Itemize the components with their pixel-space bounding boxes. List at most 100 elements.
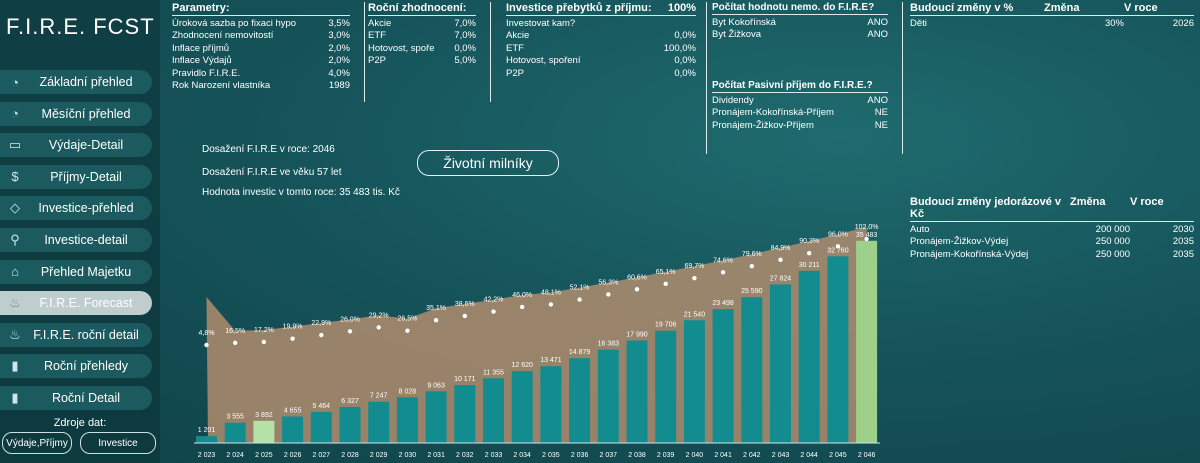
bar-value-label: 6 327 <box>341 398 359 405</box>
table-row: Dividendy ANO <box>712 95 888 107</box>
pct-label: 22,9% <box>311 320 331 327</box>
table-row: Hotovost, spoře 0,0% <box>368 43 476 55</box>
future-pct-col-year: V roce <box>1124 2 1158 14</box>
nav-item-label: Základní přehled <box>39 75 133 89</box>
app-title: F.I.R.E. FCST <box>6 14 155 39</box>
fire-investment-value-text: Hodnota investic v tomto roce: 35 483 ti… <box>202 187 400 198</box>
pct-marker <box>577 297 582 302</box>
table-row: Investovat kam? <box>506 18 696 30</box>
row-label: Pronájem-Žižkov-Výdej <box>910 236 1009 248</box>
bar-value-label: 1 201 <box>198 427 216 434</box>
bar-2037 <box>597 349 619 443</box>
nav-item[interactable]: ♨ F.I.R.E. Forecast <box>0 291 152 316</box>
bar-value-label: 32 760 <box>827 247 849 254</box>
table-row: ETF 7,0% <box>368 30 476 42</box>
nav-item[interactable]: ◇ Investice-přehled <box>0 196 152 221</box>
pct-label: 90,3% <box>799 238 819 245</box>
row-label: ETF <box>506 42 524 54</box>
bar-2030 <box>396 397 418 443</box>
house-icon: ⌂ <box>11 264 19 280</box>
bar-2043 <box>770 284 791 443</box>
row-value: 5,0% <box>454 55 476 67</box>
pie-chart-icon: ◔ <box>11 106 19 122</box>
row-value: 1989 <box>328 79 350 91</box>
source-investments-button[interactable]: Investice <box>80 432 156 454</box>
pct-marker <box>233 340 238 345</box>
nav-item[interactable]: ▭ Výdaje-Detail <box>0 133 152 158</box>
nav-item[interactable]: ⌂ Přehled Majetku <box>0 259 152 284</box>
pct-marker <box>720 270 726 275</box>
year-label: 2 029 <box>370 452 388 459</box>
divider <box>706 2 707 154</box>
pct-marker <box>319 332 324 338</box>
bar-2032 <box>454 385 476 443</box>
year-label: 2 046 <box>858 452 876 459</box>
bar-2025 <box>253 420 275 443</box>
nav-item[interactable]: ◔ Základní přehled <box>0 70 152 94</box>
row-label: Úroková sazba po fixaci hypo <box>172 18 297 29</box>
year-label: 2 031 <box>427 452 445 459</box>
row-change: 200 000 <box>1095 224 1130 235</box>
row-value: 2,0% <box>328 42 350 54</box>
dollar-icon: $ <box>11 169 19 185</box>
future-changes-once-header: Budoucí změny jedorázové v Kč Změna V ro… <box>910 196 1194 222</box>
year-label: 2 040 <box>686 452 704 459</box>
row-year: 2026 <box>1172 18 1194 29</box>
nav-item-label: Investice-detail <box>44 232 128 247</box>
diamond-icon: ◇ <box>10 200 20 216</box>
year-label: 2 042 <box>743 452 761 459</box>
pct-marker <box>347 329 353 334</box>
pct-marker <box>491 309 496 314</box>
pct-marker <box>835 244 841 249</box>
fire-icon: ♨ <box>9 295 21 311</box>
divider <box>902 2 903 154</box>
pct-marker <box>261 339 267 345</box>
nav-item-label: F.I.R.E. roční detail <box>33 327 139 342</box>
year-label: 2 039 <box>657 452 675 459</box>
year-label: 2 025 <box>255 452 273 459</box>
bar-2040 <box>683 320 705 443</box>
life-milestones-button[interactable]: Životní milníky <box>417 150 559 176</box>
nav-item[interactable]: ◔ Měsíční přehled <box>0 101 152 126</box>
row-label: Byt Žižkova <box>712 29 762 41</box>
nav-item[interactable]: ▮ Roční přehledy <box>0 354 152 379</box>
surplus-investment-header: Investice přebytků z příjmu: 100% <box>506 2 696 16</box>
nav-item[interactable]: $ Příjmy-Detail <box>0 164 152 189</box>
nav-item-label: Roční Detail <box>51 390 121 405</box>
bar-2023 <box>196 436 217 443</box>
pct-label: 38,6% <box>455 301 475 308</box>
bar-2042 <box>741 297 763 443</box>
year-label: 2 028 <box>341 452 359 459</box>
table-row: ETF 100,0% <box>506 43 696 55</box>
pct-label: 46,0% <box>512 292 532 299</box>
source-expenses-income-button[interactable]: Výdaje,Příjmy <box>2 432 72 454</box>
parameters-header: Parametry: <box>172 2 350 16</box>
pct-marker <box>778 257 783 262</box>
nav-item[interactable]: ▮ Roční Detail <box>0 385 152 410</box>
table-row: Zhodnocení nemovitostí 3,0% <box>172 30 350 42</box>
row-label: Pronájem-Kokořínská-Výdej <box>910 248 1029 260</box>
nav-item[interactable]: ⚲ Investice-detail <box>0 227 152 252</box>
table-row: Auto 200 000 2030 <box>910 224 1194 236</box>
bar-value-label: 9 063 <box>427 382 445 389</box>
year-label: 2 027 <box>313 452 331 459</box>
pct-label: 26,0% <box>340 316 360 323</box>
row-label: Investovat kam? <box>506 18 576 29</box>
year-label: 2 024 <box>226 452 244 459</box>
pct-label: 26,5% <box>397 316 417 323</box>
pct-marker <box>433 318 439 323</box>
table-row: P2P 5,0% <box>368 55 476 67</box>
nav-item-label: Roční přehledy <box>43 359 129 374</box>
row-value: 4,0% <box>328 67 350 79</box>
table-row: Pronájem-Žižkov-Příjem NE <box>712 120 888 132</box>
data-sources-label: Zdroje dat: <box>53 417 107 429</box>
nav-item[interactable]: ♨ F.I.R.E. roční detail <box>0 322 152 347</box>
pct-label: 52,1% <box>570 285 590 292</box>
row-change: 250 000 <box>1095 248 1130 260</box>
row-change: 250 000 <box>1095 236 1130 248</box>
row-year: 2030 <box>1172 224 1194 235</box>
property-value-header: Počítat hodnotu nemo. do F.I.R.E? <box>712 2 888 15</box>
bar-2044 <box>798 270 820 443</box>
row-value: NE <box>874 119 888 131</box>
